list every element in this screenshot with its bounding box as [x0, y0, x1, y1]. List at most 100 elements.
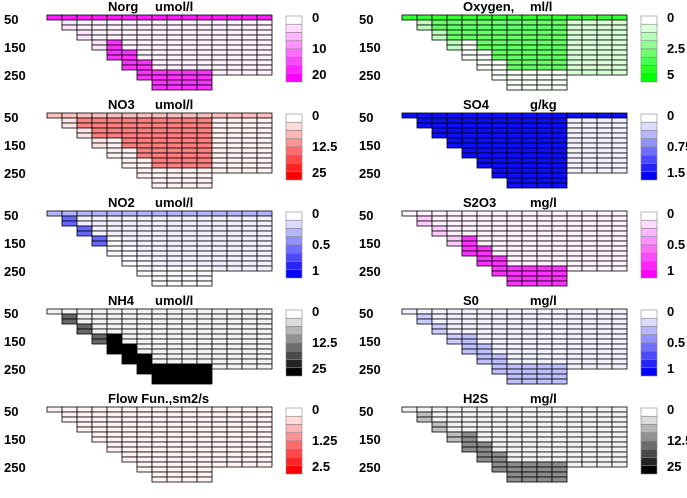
grid-cell	[76, 220, 93, 227]
grid-cell	[491, 215, 508, 222]
grid-cell	[226, 19, 243, 26]
grid-cell	[121, 19, 138, 26]
grid-cell	[106, 230, 123, 237]
grid-cell	[106, 446, 123, 453]
grid-cell	[181, 471, 198, 478]
grid-cell	[181, 167, 198, 174]
grid-cell	[446, 29, 463, 36]
grid-cell	[551, 49, 568, 56]
grid-cell	[551, 34, 568, 41]
grid-cell	[521, 210, 538, 217]
grid-cell	[136, 240, 153, 247]
grid-cell	[256, 245, 273, 252]
grid-cell	[241, 132, 258, 139]
grid-cell	[521, 79, 538, 86]
grid-cell	[166, 318, 183, 325]
panel-unit: mg/l	[530, 195, 557, 210]
grid-cell	[241, 54, 258, 61]
colorbar-swatch	[640, 236, 658, 246]
grid-cell	[226, 456, 243, 463]
grid-cell	[136, 441, 153, 448]
grid-cell	[181, 137, 198, 144]
grid-cell	[611, 117, 628, 124]
grid-cell	[581, 265, 598, 272]
grid-cell	[551, 411, 568, 418]
grid-cell	[431, 406, 448, 413]
grid-cell	[596, 456, 613, 463]
grid-cell	[256, 436, 273, 443]
grid-cell	[476, 147, 493, 154]
grid-cell	[136, 157, 153, 164]
grid-cell	[211, 446, 228, 453]
grid-cell	[151, 44, 168, 51]
grid-cell	[566, 210, 583, 217]
grid-cell	[551, 333, 568, 340]
grid-cell	[241, 406, 258, 413]
grid-cell	[461, 436, 478, 443]
grid-cell	[506, 49, 523, 56]
grid-cell	[596, 250, 613, 257]
grid-cell	[581, 44, 598, 51]
grid-cell	[491, 69, 508, 76]
grid-cell	[536, 313, 553, 320]
grid-cell	[611, 19, 628, 26]
grid-cell	[581, 132, 598, 139]
grid-cell	[536, 117, 553, 124]
grid-cell	[211, 421, 228, 428]
grid-cell	[581, 436, 598, 443]
grid-cell	[136, 49, 153, 56]
grid-cell	[241, 348, 258, 355]
grid-cell	[121, 162, 138, 169]
grid-cell	[461, 29, 478, 36]
grid-cell	[596, 333, 613, 340]
grid-cell	[181, 19, 198, 26]
grid-cell	[551, 451, 568, 458]
grid-cell	[226, 24, 243, 31]
grid-cell	[136, 59, 153, 66]
grid-cell	[581, 34, 598, 41]
grid-cell	[241, 210, 258, 217]
grid-cell	[596, 363, 613, 370]
grid-cell	[446, 24, 463, 31]
grid-cell	[566, 255, 583, 262]
grid-cell	[431, 328, 448, 335]
grid-cell	[256, 240, 273, 247]
grid-cell	[536, 378, 553, 385]
grid-cell	[166, 313, 183, 320]
grid-cell	[211, 451, 228, 458]
grid-cell	[491, 235, 508, 242]
grid-cell	[196, 378, 213, 385]
grid-cell	[76, 313, 93, 320]
grid-cell	[166, 147, 183, 154]
grid-cell	[196, 323, 213, 330]
grid-cell	[226, 431, 243, 438]
grid-cell	[596, 406, 613, 413]
grid-cell	[211, 117, 228, 124]
grid-cell	[196, 230, 213, 237]
grid-cell	[506, 260, 523, 267]
grid-cell	[226, 69, 243, 76]
grid-cell	[491, 348, 508, 355]
grid-cell	[506, 471, 523, 478]
grid-cell	[551, 117, 568, 124]
panel-title: Flow Fun.,sm2/s	[108, 391, 209, 406]
grid-cell	[181, 132, 198, 139]
grid-cell	[136, 461, 153, 468]
grid-cell	[91, 230, 108, 237]
grid-cell	[121, 127, 138, 134]
grid-cell	[551, 323, 568, 330]
grid-cell	[611, 147, 628, 154]
grid-cell	[196, 368, 213, 375]
grid-cell	[106, 54, 123, 61]
grid-cell	[211, 230, 228, 237]
grid-cell	[121, 446, 138, 453]
colorbar-label: 0	[312, 108, 319, 123]
grid-cell	[151, 235, 168, 242]
grid-cell	[76, 127, 93, 134]
grid-cell	[166, 421, 183, 428]
grid-cell	[121, 318, 138, 325]
grid-cell	[166, 436, 183, 443]
colorbar-swatch	[640, 138, 658, 148]
grid-cell	[226, 147, 243, 154]
